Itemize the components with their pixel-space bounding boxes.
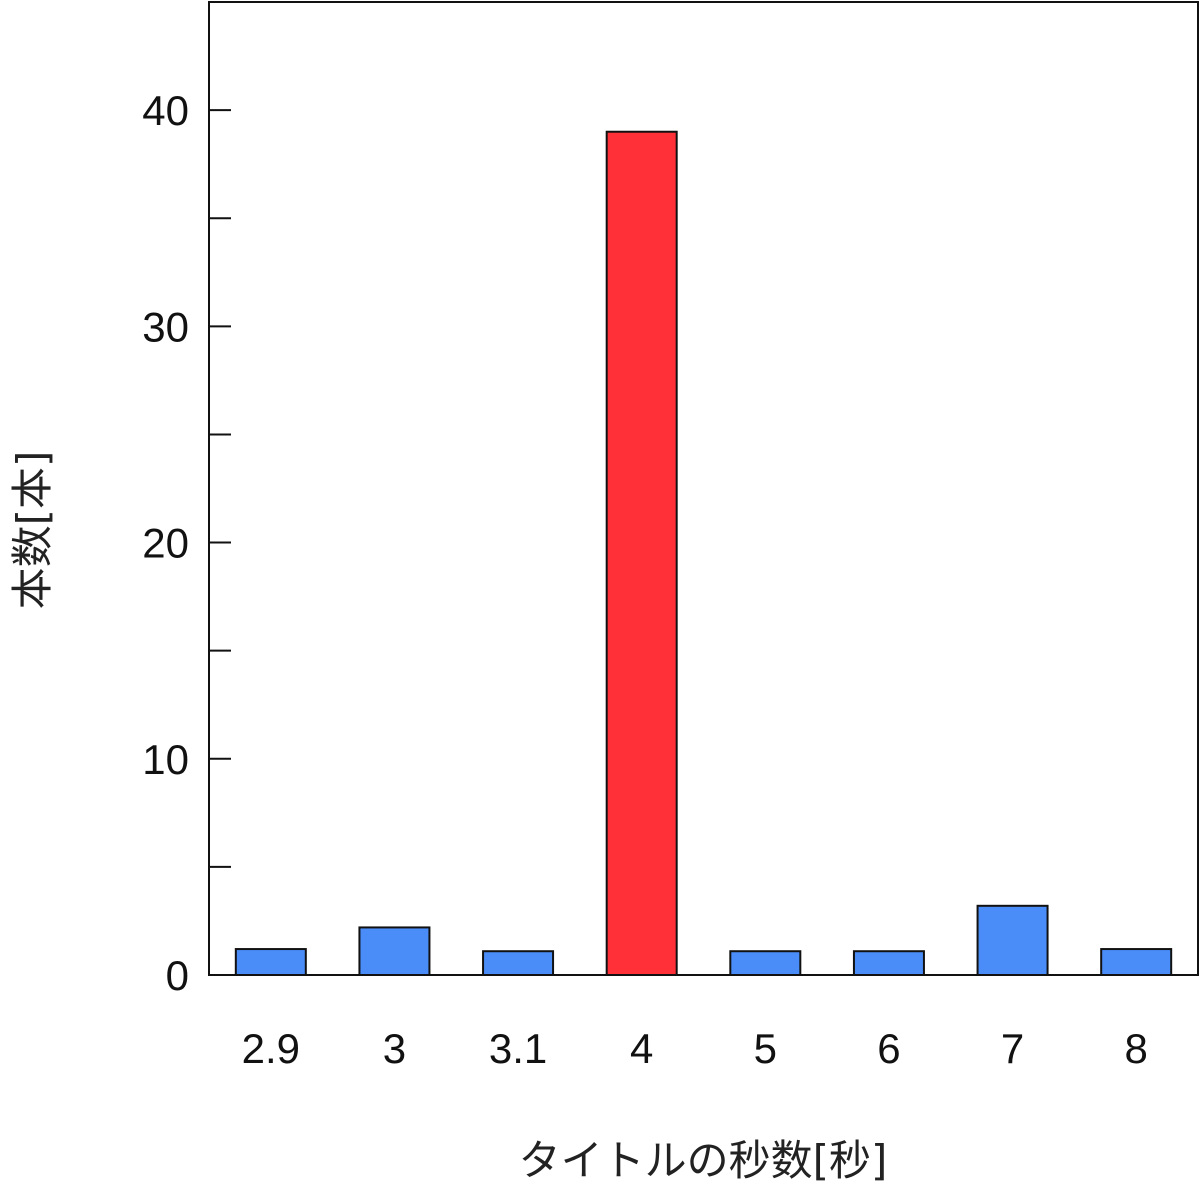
bar-3	[358, 926, 431, 976]
y-tick-label: 0	[166, 952, 189, 999]
bar-3.1	[482, 950, 555, 977]
x-tick-label: 3.1	[489, 1025, 547, 1072]
bar-5	[729, 950, 802, 977]
bar-4	[605, 130, 678, 976]
x-tick-label: 4	[630, 1025, 653, 1072]
y-tick-label: 40	[142, 87, 189, 134]
bars	[234, 130, 1173, 977]
x-tick-label: 6	[877, 1025, 900, 1072]
x-tick-label: 7	[1001, 1025, 1024, 1072]
y-tick-label: 30	[142, 303, 189, 350]
plot-frame	[208, 1, 1199, 976]
x-tick-label: 8	[1125, 1025, 1148, 1072]
x-tick-label: 3	[383, 1025, 406, 1072]
y-axis-title: 本数[本]	[8, 451, 57, 610]
x-tick-label: 5	[754, 1025, 777, 1072]
bar-6	[852, 950, 925, 977]
x-tick-label: 2.9	[242, 1025, 300, 1072]
bar-2.9	[234, 948, 307, 977]
bar-8	[1100, 948, 1173, 977]
y-tick-label: 20	[142, 520, 189, 567]
x-axis: 2.9 3 3.1 4 5 6 7 8	[242, 1025, 1148, 1072]
bar-7	[976, 904, 1049, 977]
x-axis-title: タイトルの秒数[秒]	[519, 1136, 888, 1185]
y-axis: 0 10 20 30 40	[142, 87, 231, 999]
y-tick-label: 10	[142, 736, 189, 783]
